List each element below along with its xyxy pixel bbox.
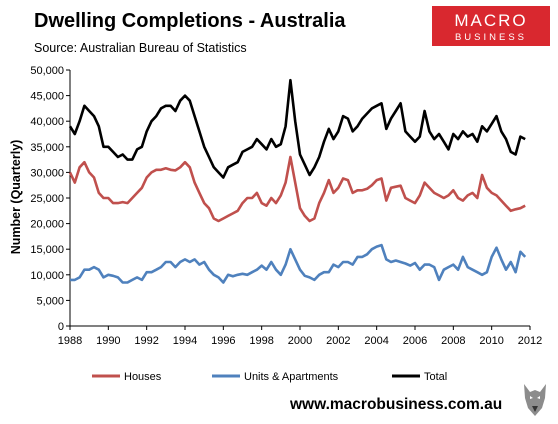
series-line-units-apartments — [70, 243, 527, 284]
y-tick-label: 45,000 — [30, 91, 64, 103]
x-tick-label: 2012 — [518, 335, 542, 347]
x-tick-label: 1994 — [173, 335, 197, 347]
x-tick-label: 1990 — [96, 335, 120, 347]
y-tick-label: 5,000 — [36, 295, 64, 307]
y-tick-label: 40,000 — [30, 116, 64, 128]
x-tick-label: 2000 — [288, 335, 312, 347]
y-tick-label: 0 — [58, 321, 64, 333]
x-tick-label: 1988 — [58, 335, 82, 347]
source-note: Source: Australian Bureau of Statistics — [34, 41, 247, 55]
y-tick-label: 10,000 — [30, 270, 64, 282]
series-lines — [68, 78, 527, 284]
y-tick-label: 20,000 — [30, 219, 64, 231]
x-tick-label: 2002 — [326, 335, 350, 347]
y-tick-label: 25,000 — [30, 193, 64, 205]
x-tick-label: 2008 — [441, 335, 465, 347]
y-axis-title: Number (Quarterly) — [9, 140, 23, 255]
series-line-houses — [68, 155, 526, 223]
x-tick-label: 1992 — [134, 335, 158, 347]
x-tick-label: 2010 — [479, 335, 503, 347]
logo-line-1: MACRO — [454, 11, 528, 30]
macro-business-logo: MACRO BUSINESS — [432, 6, 550, 46]
chart-title: Dwelling Completions - Australia — [34, 10, 346, 32]
logo-line-2: BUSINESS — [454, 32, 528, 43]
legend: Houses Units & Apartments Total — [92, 371, 447, 383]
x-tick-label: 2004 — [364, 335, 388, 347]
legend-label: Houses — [124, 371, 162, 383]
y-tick-label: 15,000 — [30, 244, 64, 256]
x-tick-label: 1998 — [249, 335, 273, 347]
y-tick-label: 50,000 — [30, 65, 64, 77]
y-axis-ticks: 0 5,000 10,000 15,000 20,000 25,000 30,000 35,0… — [30, 65, 70, 333]
x-axis-ticks: 1988 1990 1992 1994 1996 1998 2000 2002 2004 2006… — [58, 326, 542, 347]
legend-label: Total — [424, 371, 447, 383]
x-tick-label: 1996 — [211, 335, 235, 347]
y-tick-label: 35,000 — [30, 142, 64, 154]
y-tick-label: 30,000 — [30, 167, 64, 179]
x-tick-label: 2006 — [403, 335, 427, 347]
legend-label: Units & Apartments — [244, 371, 339, 383]
series-line-total — [68, 78, 526, 179]
website-url: www.macrobusiness.com.au — [290, 396, 503, 413]
wolf-icon — [524, 384, 546, 416]
